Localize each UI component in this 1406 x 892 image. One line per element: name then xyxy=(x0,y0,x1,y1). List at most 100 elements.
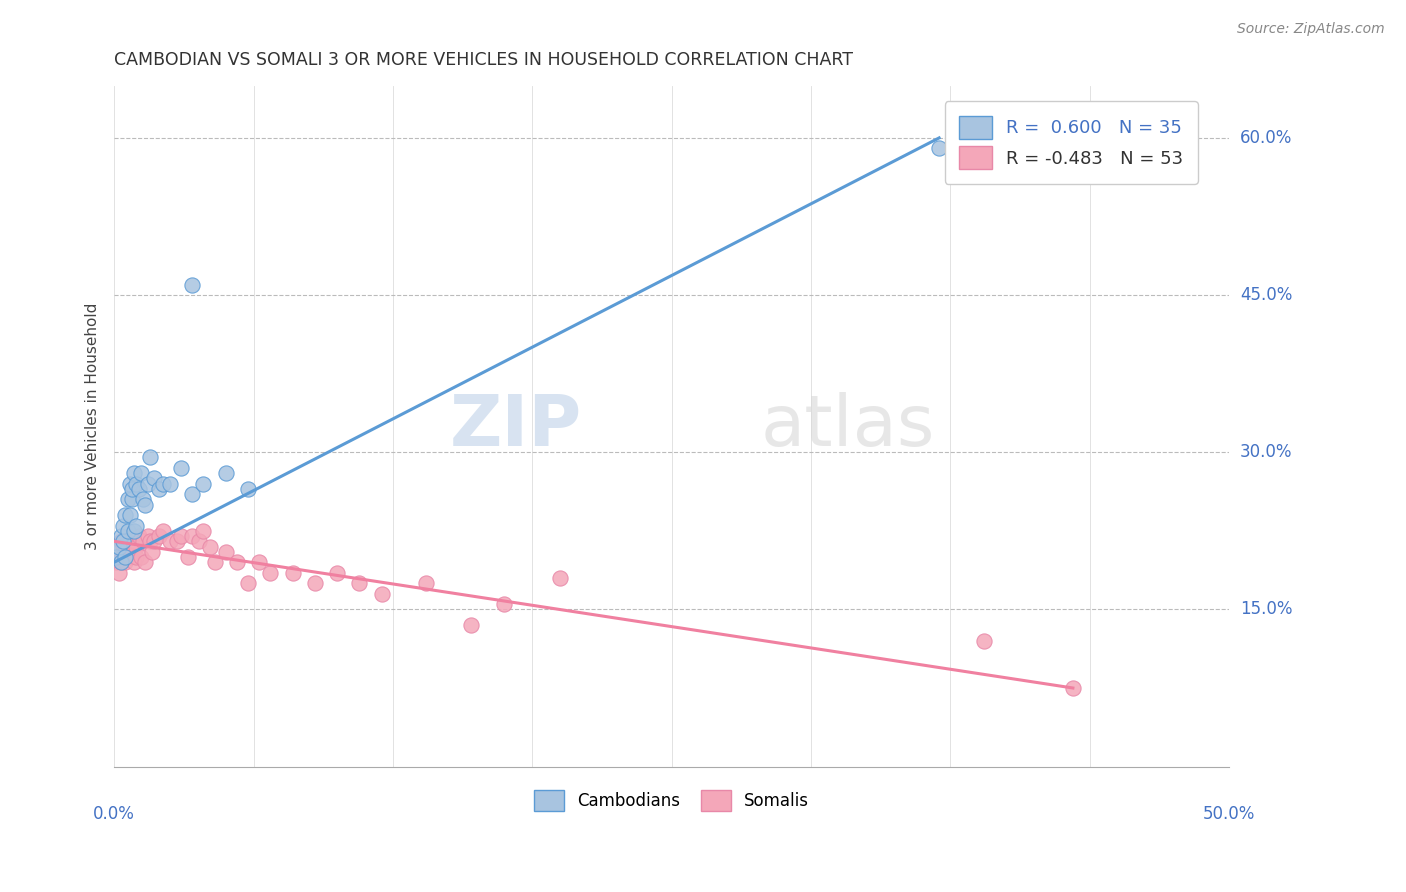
Point xyxy=(112,518,135,533)
Point xyxy=(107,540,129,554)
Point xyxy=(121,545,143,559)
Point xyxy=(121,482,143,496)
Point xyxy=(110,555,132,569)
Point xyxy=(181,529,204,543)
Text: 15.0%: 15.0% xyxy=(1240,600,1292,618)
Point xyxy=(215,545,238,559)
Point xyxy=(105,555,128,569)
Point xyxy=(105,549,128,564)
Text: CAMBODIAN VS SOMALI 3 OR MORE VEHICLES IN HOUSEHOLD CORRELATION CHART: CAMBODIAN VS SOMALI 3 OR MORE VEHICLES I… xyxy=(114,51,853,69)
Point xyxy=(122,524,145,538)
Point xyxy=(114,545,136,559)
Point xyxy=(143,534,166,549)
Point xyxy=(928,141,950,155)
Text: atlas: atlas xyxy=(761,392,935,460)
Point xyxy=(122,466,145,480)
Point xyxy=(170,529,193,543)
Text: 60.0%: 60.0% xyxy=(1240,129,1292,147)
Point xyxy=(118,534,141,549)
Point xyxy=(125,549,148,564)
Point xyxy=(494,597,516,611)
Point xyxy=(114,555,136,569)
Point xyxy=(159,534,181,549)
Point xyxy=(152,476,174,491)
Point xyxy=(1062,681,1084,695)
Point xyxy=(125,540,148,554)
Point xyxy=(139,450,162,465)
Point xyxy=(215,466,238,480)
Point xyxy=(304,576,326,591)
Point xyxy=(326,566,349,580)
Point xyxy=(117,549,139,564)
Point xyxy=(112,534,135,549)
Point xyxy=(148,482,170,496)
Point xyxy=(128,482,150,496)
Point xyxy=(122,534,145,549)
Point xyxy=(136,529,159,543)
Point xyxy=(198,540,221,554)
Point xyxy=(110,534,132,549)
Point xyxy=(204,555,226,569)
Point xyxy=(114,508,136,522)
Point xyxy=(236,482,259,496)
Point xyxy=(548,571,571,585)
Point xyxy=(114,549,136,564)
Point xyxy=(132,492,155,507)
Point xyxy=(139,534,162,549)
Point xyxy=(117,524,139,538)
Text: 30.0%: 30.0% xyxy=(1240,443,1292,461)
Point xyxy=(121,492,143,507)
Point xyxy=(118,508,141,522)
Point xyxy=(110,529,132,543)
Point xyxy=(170,461,193,475)
Point xyxy=(181,277,204,292)
Point xyxy=(107,566,129,580)
Legend: Cambodians, Somalis: Cambodians, Somalis xyxy=(526,781,817,820)
Point xyxy=(259,566,281,580)
Point xyxy=(118,549,141,564)
Point xyxy=(112,540,135,554)
Point xyxy=(129,466,152,480)
Point xyxy=(132,534,155,549)
Point xyxy=(460,618,482,632)
Point xyxy=(121,540,143,554)
Point xyxy=(177,549,200,564)
Point xyxy=(118,476,141,491)
Point xyxy=(166,534,188,549)
Point xyxy=(134,498,156,512)
Point xyxy=(281,566,304,580)
Point xyxy=(134,555,156,569)
Point xyxy=(141,545,163,559)
Point xyxy=(225,555,247,569)
Point xyxy=(236,576,259,591)
Point xyxy=(110,555,132,569)
Point xyxy=(247,555,270,569)
Text: 50.0%: 50.0% xyxy=(1202,805,1256,823)
Point xyxy=(193,476,215,491)
Point xyxy=(148,529,170,543)
Point xyxy=(112,549,135,564)
Point xyxy=(128,529,150,543)
Point xyxy=(193,524,215,538)
Point xyxy=(159,476,181,491)
Point xyxy=(117,492,139,507)
Point xyxy=(415,576,437,591)
Point xyxy=(129,549,152,564)
Point xyxy=(125,476,148,491)
Point xyxy=(125,518,148,533)
Point xyxy=(143,471,166,485)
Point xyxy=(187,534,209,549)
Point xyxy=(152,524,174,538)
Text: 0.0%: 0.0% xyxy=(93,805,135,823)
Text: Source: ZipAtlas.com: Source: ZipAtlas.com xyxy=(1237,22,1385,37)
Text: ZIP: ZIP xyxy=(450,392,582,460)
Point xyxy=(973,633,995,648)
Point xyxy=(371,587,394,601)
Point xyxy=(117,540,139,554)
Point xyxy=(136,476,159,491)
Text: 45.0%: 45.0% xyxy=(1240,286,1292,304)
Y-axis label: 3 or more Vehicles in Household: 3 or more Vehicles in Household xyxy=(86,302,100,549)
Point xyxy=(349,576,371,591)
Point xyxy=(181,487,204,501)
Point xyxy=(122,555,145,569)
